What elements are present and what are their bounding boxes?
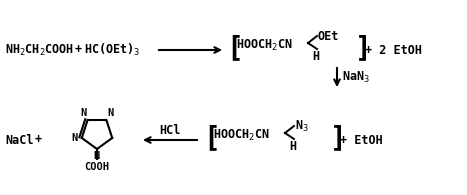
- Text: ]: ]: [330, 124, 347, 152]
- Text: +: +: [75, 43, 82, 57]
- Text: [: [: [203, 124, 220, 152]
- Text: HC(OEt)$_3$: HC(OEt)$_3$: [84, 42, 140, 58]
- Text: NaCl: NaCl: [5, 134, 34, 146]
- Text: N: N: [94, 151, 100, 161]
- Text: N: N: [71, 133, 78, 143]
- Text: +: +: [35, 134, 42, 146]
- Text: H: H: [312, 51, 319, 64]
- Text: N: N: [107, 108, 113, 118]
- Text: HOOCH$_2$CN: HOOCH$_2$CN: [236, 37, 292, 52]
- Text: + EtOH: + EtOH: [340, 134, 383, 146]
- Text: ]: ]: [355, 34, 372, 62]
- Text: N: N: [80, 108, 87, 118]
- Text: NaN$_3$: NaN$_3$: [342, 70, 370, 85]
- Text: COOH: COOH: [85, 162, 109, 172]
- Text: NH$_2$CH$_2$COOH: NH$_2$CH$_2$COOH: [5, 43, 74, 58]
- Text: [: [: [226, 34, 243, 62]
- Text: + 2 EtOH: + 2 EtOH: [365, 43, 422, 57]
- Text: H: H: [289, 141, 296, 153]
- Text: OEt: OEt: [318, 29, 340, 43]
- Text: HOOCH$_2$CN: HOOCH$_2$CN: [213, 128, 269, 143]
- Text: HCl: HCl: [159, 124, 181, 137]
- Text: N$_3$: N$_3$: [295, 118, 309, 134]
